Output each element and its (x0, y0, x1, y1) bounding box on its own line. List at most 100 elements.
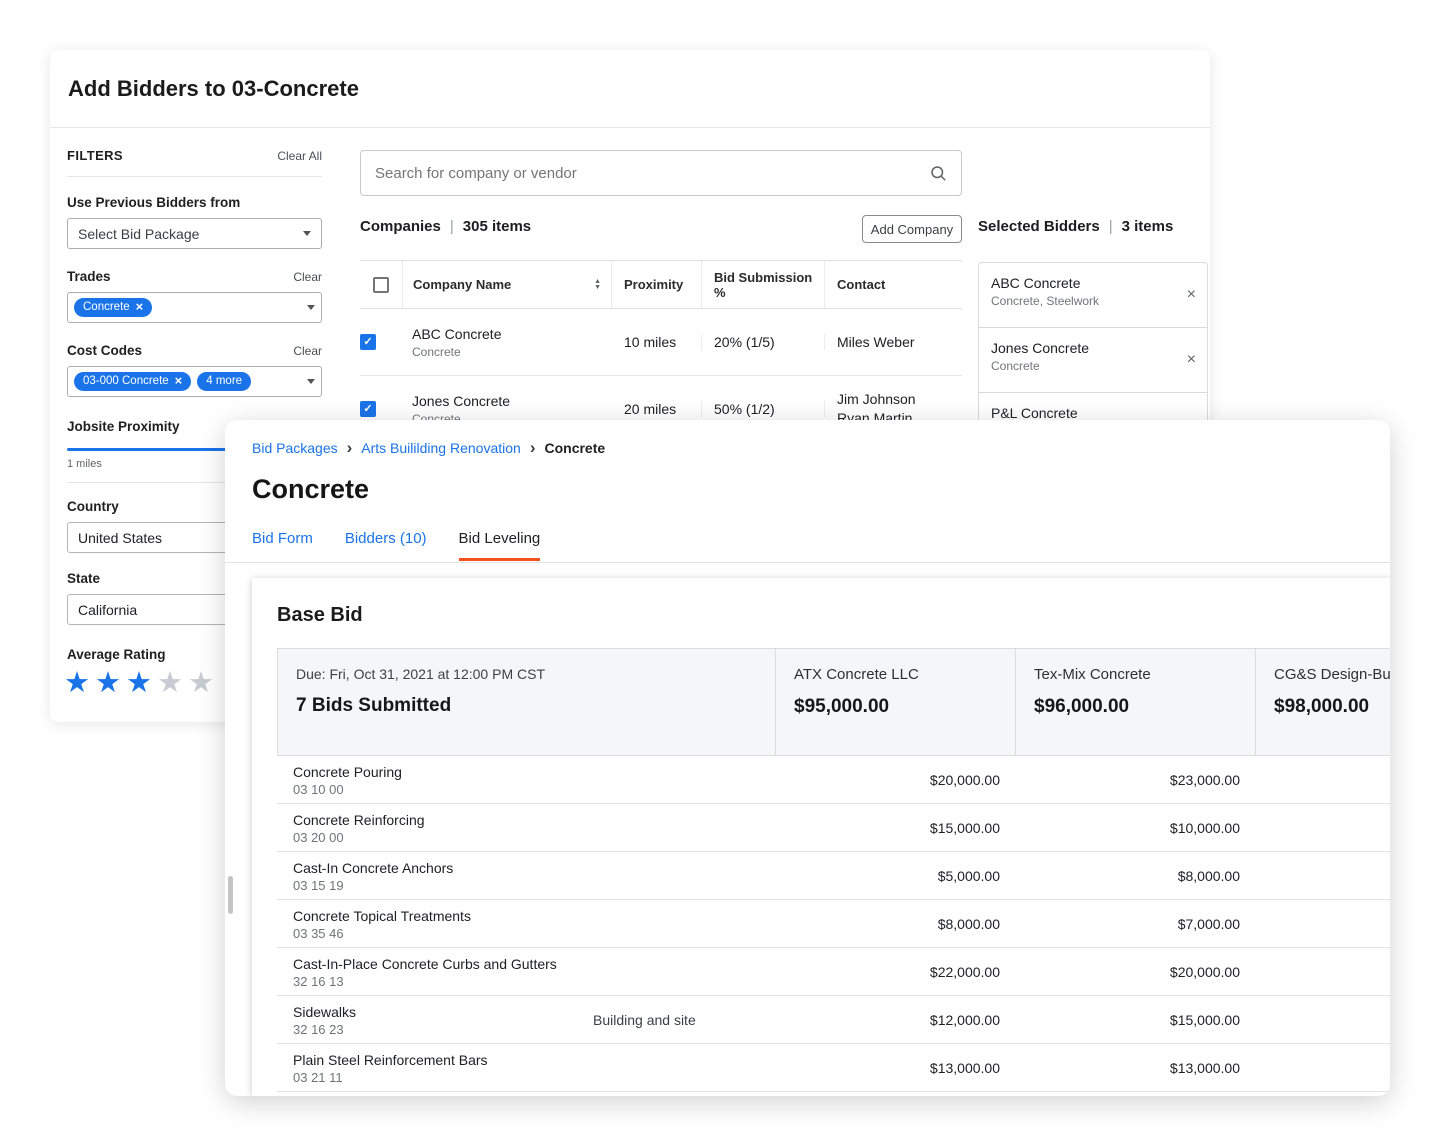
line-item-name: Cast-In-Place Concrete Curbs and Gutters (293, 956, 775, 972)
company-contact: Miles Weber (825, 333, 962, 352)
bid-amount: $15,000.00 (775, 804, 1015, 851)
line-item-code: 03 21 11 (293, 1070, 775, 1085)
selected-bidder-card: Jones Concrete Concrete × (979, 328, 1207, 393)
breadcrumb-bid-packages[interactable]: Bid Packages (252, 440, 338, 456)
pipe-separator: | (1109, 218, 1113, 235)
remove-bidder-icon[interactable]: × (1187, 352, 1196, 368)
chip-remove-icon[interactable]: × (175, 376, 183, 386)
bid-amount: $13,000.00 (775, 1044, 1015, 1091)
chip-remove-icon[interactable]: × (136, 302, 144, 312)
bid-amount: $12,000.00 (775, 996, 1015, 1043)
selected-bidder-trades: Concrete, Steelwork (991, 294, 1177, 308)
bid-amount (1255, 852, 1390, 899)
bid-package-select[interactable]: Select Bid Package (67, 218, 322, 249)
col-company-name: Company Name (413, 277, 511, 292)
cost-code-more-label: 4 more (206, 376, 242, 388)
cost-code-more-chip[interactable]: 4 more (197, 372, 251, 392)
bid-amount (1255, 948, 1390, 995)
selected-bidder-name: ABC Concrete (991, 275, 1177, 291)
select-all-checkbox[interactable]: ✓ (373, 277, 389, 293)
cost-code-chip[interactable]: 03-000 Concrete × (74, 372, 191, 392)
companies-count-line: Companies | 305 items (360, 218, 531, 235)
star-icon[interactable]: ★ (64, 668, 90, 698)
selected-bidder-trades: Concrete (991, 359, 1177, 373)
selected-bidder-name: Jones Concrete (991, 340, 1177, 356)
selected-bidder-name: P&L Concrete (991, 405, 1177, 421)
tab-bid-leveling[interactable]: Bid Leveling (459, 530, 541, 561)
line-item-name: Concrete Pouring (293, 764, 775, 780)
row-checkbox[interactable]: ✓ (360, 401, 376, 417)
line-item-name: Concrete Topical Treatments (293, 908, 775, 924)
tab-bidders[interactable]: Bidders (10) (345, 530, 427, 561)
sort-icon[interactable]: ▲▼ (594, 279, 601, 290)
breadcrumb-current: Concrete (544, 440, 605, 456)
company-proximity: 20 miles (612, 401, 702, 417)
add-company-button[interactable]: Add Company (862, 215, 962, 243)
divider (67, 176, 322, 177)
trades-select[interactable]: Concrete × (67, 292, 322, 323)
bidder-column: Tex-Mix Concrete $96,000.00 (1016, 649, 1256, 755)
tab-bid-form[interactable]: Bid Form (252, 530, 313, 561)
bid-amount (1255, 804, 1390, 851)
star-icon[interactable]: ★ (188, 668, 214, 698)
cost-codes-label: Cost Codes (67, 343, 142, 358)
bidder-total: $96,000.00 (1034, 696, 1237, 718)
bid-amount: $8,000.00 (775, 900, 1015, 947)
line-item-name: Sidewalks (293, 1004, 775, 1020)
trade-chip[interactable]: Concrete × (74, 298, 152, 318)
companies-table: ✓ Company Name ▲▼ Proximity Bid Submissi… (360, 260, 962, 443)
bid-package-select-value: Select Bid Package (78, 226, 199, 242)
remove-bidder-icon[interactable]: × (1187, 287, 1196, 303)
breadcrumb-project[interactable]: Arts Buililding Renovation (361, 440, 521, 456)
line-item-code: 03 10 00 (293, 782, 775, 797)
company-search-input[interactable] (361, 165, 929, 182)
chevron-down-icon (307, 305, 315, 310)
line-item-name: Concrete Reinforcing (293, 812, 775, 828)
companies-table-header: ✓ Company Name ▲▼ Proximity Bid Submissi… (360, 260, 962, 309)
bid-amount (1255, 900, 1390, 947)
base-bid-card: Base Bid Due: Fri, Oct 31, 2021 at 12:00… (252, 578, 1390, 1096)
company-submission: 50% (1/2) (702, 401, 825, 417)
bids-submitted: 7 Bids Submitted (296, 695, 757, 717)
bid-amount: $20,000.00 (775, 756, 1015, 803)
chevron-right-icon: › (530, 439, 536, 456)
filters-heading: FILTERS (67, 148, 123, 163)
scrollbar-thumb[interactable] (228, 876, 233, 914)
bid-amount: $5,000.00 (775, 852, 1015, 899)
search-icon (929, 164, 947, 182)
row-checkbox[interactable]: ✓ (360, 334, 376, 350)
trades-clear-link[interactable]: Clear (293, 270, 322, 284)
selected-heading-label: Selected Bidders (978, 218, 1100, 235)
companies-count: 305 items (463, 218, 531, 235)
star-icon[interactable]: ★ (157, 668, 183, 698)
bidder-name: Tex-Mix Concrete (1034, 666, 1237, 683)
previous-bidders-label: Use Previous Bidders from (67, 195, 322, 210)
trade-chip-label: Concrete (83, 302, 130, 314)
bid-amount: $23,000.00 (1015, 756, 1255, 803)
line-item-code: 32 16 13 (293, 974, 775, 989)
line-item-name: Plain Steel Reinforcement Bars (293, 1052, 775, 1068)
company-name: Jones Concrete (412, 393, 612, 409)
company-row[interactable]: ✓ ABC Concrete Concrete 10 miles 20% (1/… (360, 309, 962, 376)
line-item-row: Concrete Topical Treatments 03 35 46 $8,… (277, 900, 1390, 948)
bidder-column: CG&S Design-Bui $98,000.00 (1256, 649, 1390, 755)
dialog-title: Add Bidders to 03-Concrete (68, 76, 359, 102)
cost-codes-select[interactable]: 03-000 Concrete × 4 more (67, 366, 322, 397)
company-trade: Concrete (412, 345, 612, 359)
dialog-header: Add Bidders to 03-Concrete (50, 50, 1210, 128)
due-date: Due: Fri, Oct 31, 2021 at 12:00 PM CST (296, 666, 757, 682)
clear-all-link[interactable]: Clear All (277, 149, 322, 163)
line-item-row: Concrete Pouring 03 10 00 $20,000.00 $23… (277, 756, 1390, 804)
bid-amount: $10,000.00 (1015, 804, 1255, 851)
bid-amount: $13,000.00 (1015, 1044, 1255, 1091)
selected-count: 3 items (1122, 218, 1174, 235)
bid-amount (1255, 756, 1390, 803)
chevron-down-icon (303, 231, 311, 236)
company-search (360, 150, 962, 196)
star-icon[interactable]: ★ (95, 668, 121, 698)
bid-leveling-table: Due: Fri, Oct 31, 2021 at 12:00 PM CST 7… (277, 648, 1390, 1092)
bid-amount: $7,000.00 (1015, 900, 1255, 947)
cost-codes-clear-link[interactable]: Clear (293, 344, 322, 358)
star-icon[interactable]: ★ (126, 668, 152, 698)
line-item-name: Cast-In Concrete Anchors (293, 860, 775, 876)
